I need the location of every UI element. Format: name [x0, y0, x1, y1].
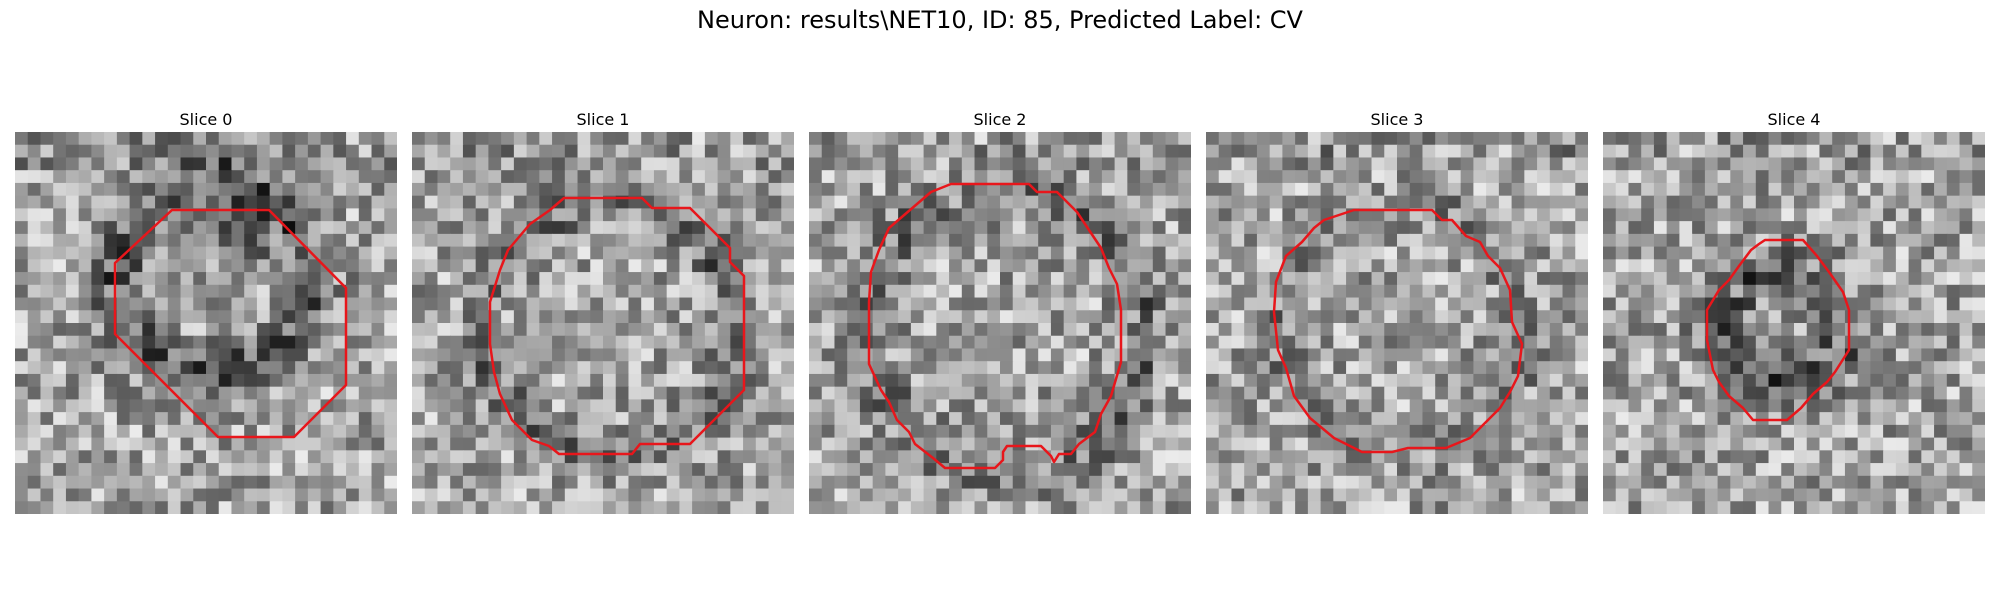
- slice-panel-2: Slice 2: [809, 108, 1191, 514]
- grayscale-pixels-0: [15, 132, 397, 514]
- roi-contour-0: [113, 208, 348, 439]
- slice-panel-0: Slice 0: [15, 108, 397, 514]
- figure-title: Neuron: results\NET10, ID: 85, Predicted…: [697, 6, 1303, 34]
- slice-title-2: Slice 2: [973, 110, 1027, 129]
- slice-image-0: [15, 132, 397, 514]
- slice-image-svg-1: [412, 132, 794, 514]
- slice-image-2: [809, 132, 1191, 514]
- grayscale-pixels-3: [1206, 132, 1588, 514]
- slice-image-svg-3: [1206, 132, 1588, 514]
- slice-panel-1: Slice 1: [412, 108, 794, 514]
- grayscale-pixels-2: [809, 132, 1191, 514]
- grayscale-pixels-1: [412, 132, 794, 514]
- slice-image-svg-2: [809, 132, 1191, 514]
- roi-contour-1: [488, 196, 746, 456]
- slice-title-0: Slice 0: [179, 110, 233, 129]
- slice-image-4: [1603, 132, 1985, 514]
- roi-contour-2: [867, 182, 1123, 470]
- slice-panel-4: Slice 4: [1603, 108, 1985, 514]
- slice-image-3: [1206, 132, 1588, 514]
- slice-image-svg-0: [15, 132, 397, 514]
- slice-title-4: Slice 4: [1767, 110, 1821, 129]
- slice-image-svg-4: [1603, 132, 1985, 514]
- slice-title-3: Slice 3: [1370, 110, 1424, 129]
- roi-contour-4: [1705, 238, 1851, 422]
- slice-image-1: [412, 132, 794, 514]
- grayscale-pixels-4: [1603, 132, 1985, 514]
- slice-panel-3: Slice 3: [1206, 108, 1588, 514]
- slice-title-1: Slice 1: [576, 110, 630, 129]
- roi-contour-3: [1272, 208, 1524, 454]
